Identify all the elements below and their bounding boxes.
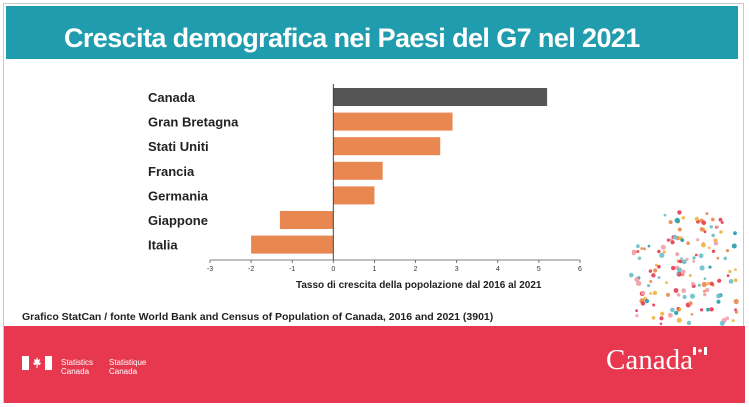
x-tick-label: 2 (414, 266, 418, 273)
category-label: Canada (148, 90, 196, 105)
title-bar: Crescita demografica nei Paesi del G7 ne… (6, 6, 738, 59)
statistique-canada-label: Statistique Canada (109, 358, 147, 376)
bar-giappone (279, 211, 334, 229)
x-axis-title: Tasso di crescita della popolazione dal … (296, 280, 542, 291)
x-tick-label: 1 (372, 266, 376, 273)
x-tick-label: 4 (496, 266, 500, 273)
category-label: Italia (148, 238, 178, 253)
footer-bar: Statistics Canada Statistique Canada Canad… (4, 326, 745, 403)
category-label: Giappone (148, 213, 208, 228)
bars-layer (251, 88, 548, 254)
bar-francia (333, 161, 383, 180)
category-label: Stati Uniti (148, 139, 209, 154)
bar-stati-uniti (333, 137, 441, 156)
x-tick-label: -1 (289, 266, 295, 273)
x-tick-label: 6 (578, 266, 582, 273)
x-tick-label: 0 (331, 266, 335, 273)
statistics-canada-label: Statistics Canada (61, 358, 94, 376)
source-note: Grafico StatCan / fonte World Bank and C… (22, 311, 494, 323)
x-axis: -3 -2 -1 0 1 2 3 4 5 6 (207, 84, 582, 273)
bar-gran-bretagna (333, 112, 453, 131)
category-label: Germania (148, 188, 209, 203)
bar-germania (333, 186, 375, 205)
canada-flag-icon (22, 356, 52, 370)
x-tick-label: 3 (455, 266, 459, 273)
category-label: Francia (148, 164, 195, 179)
page-title: Crescita demografica nei Paesi del G7 ne… (64, 23, 640, 53)
x-tick-label: -2 (248, 266, 254, 273)
wordmark-flag-icon (693, 347, 707, 355)
canada-wordmark: Canada (606, 344, 693, 376)
category-label: Gran Bretagna (148, 115, 239, 130)
category-labels-layer: Canada Gran Bretagna Stati Uniti Francia Ger… (148, 90, 239, 253)
x-tick-label: 5 (537, 266, 541, 273)
bar-italia (251, 235, 334, 254)
x-tick-label: -3 (207, 266, 213, 273)
bar-canada (333, 88, 548, 106)
